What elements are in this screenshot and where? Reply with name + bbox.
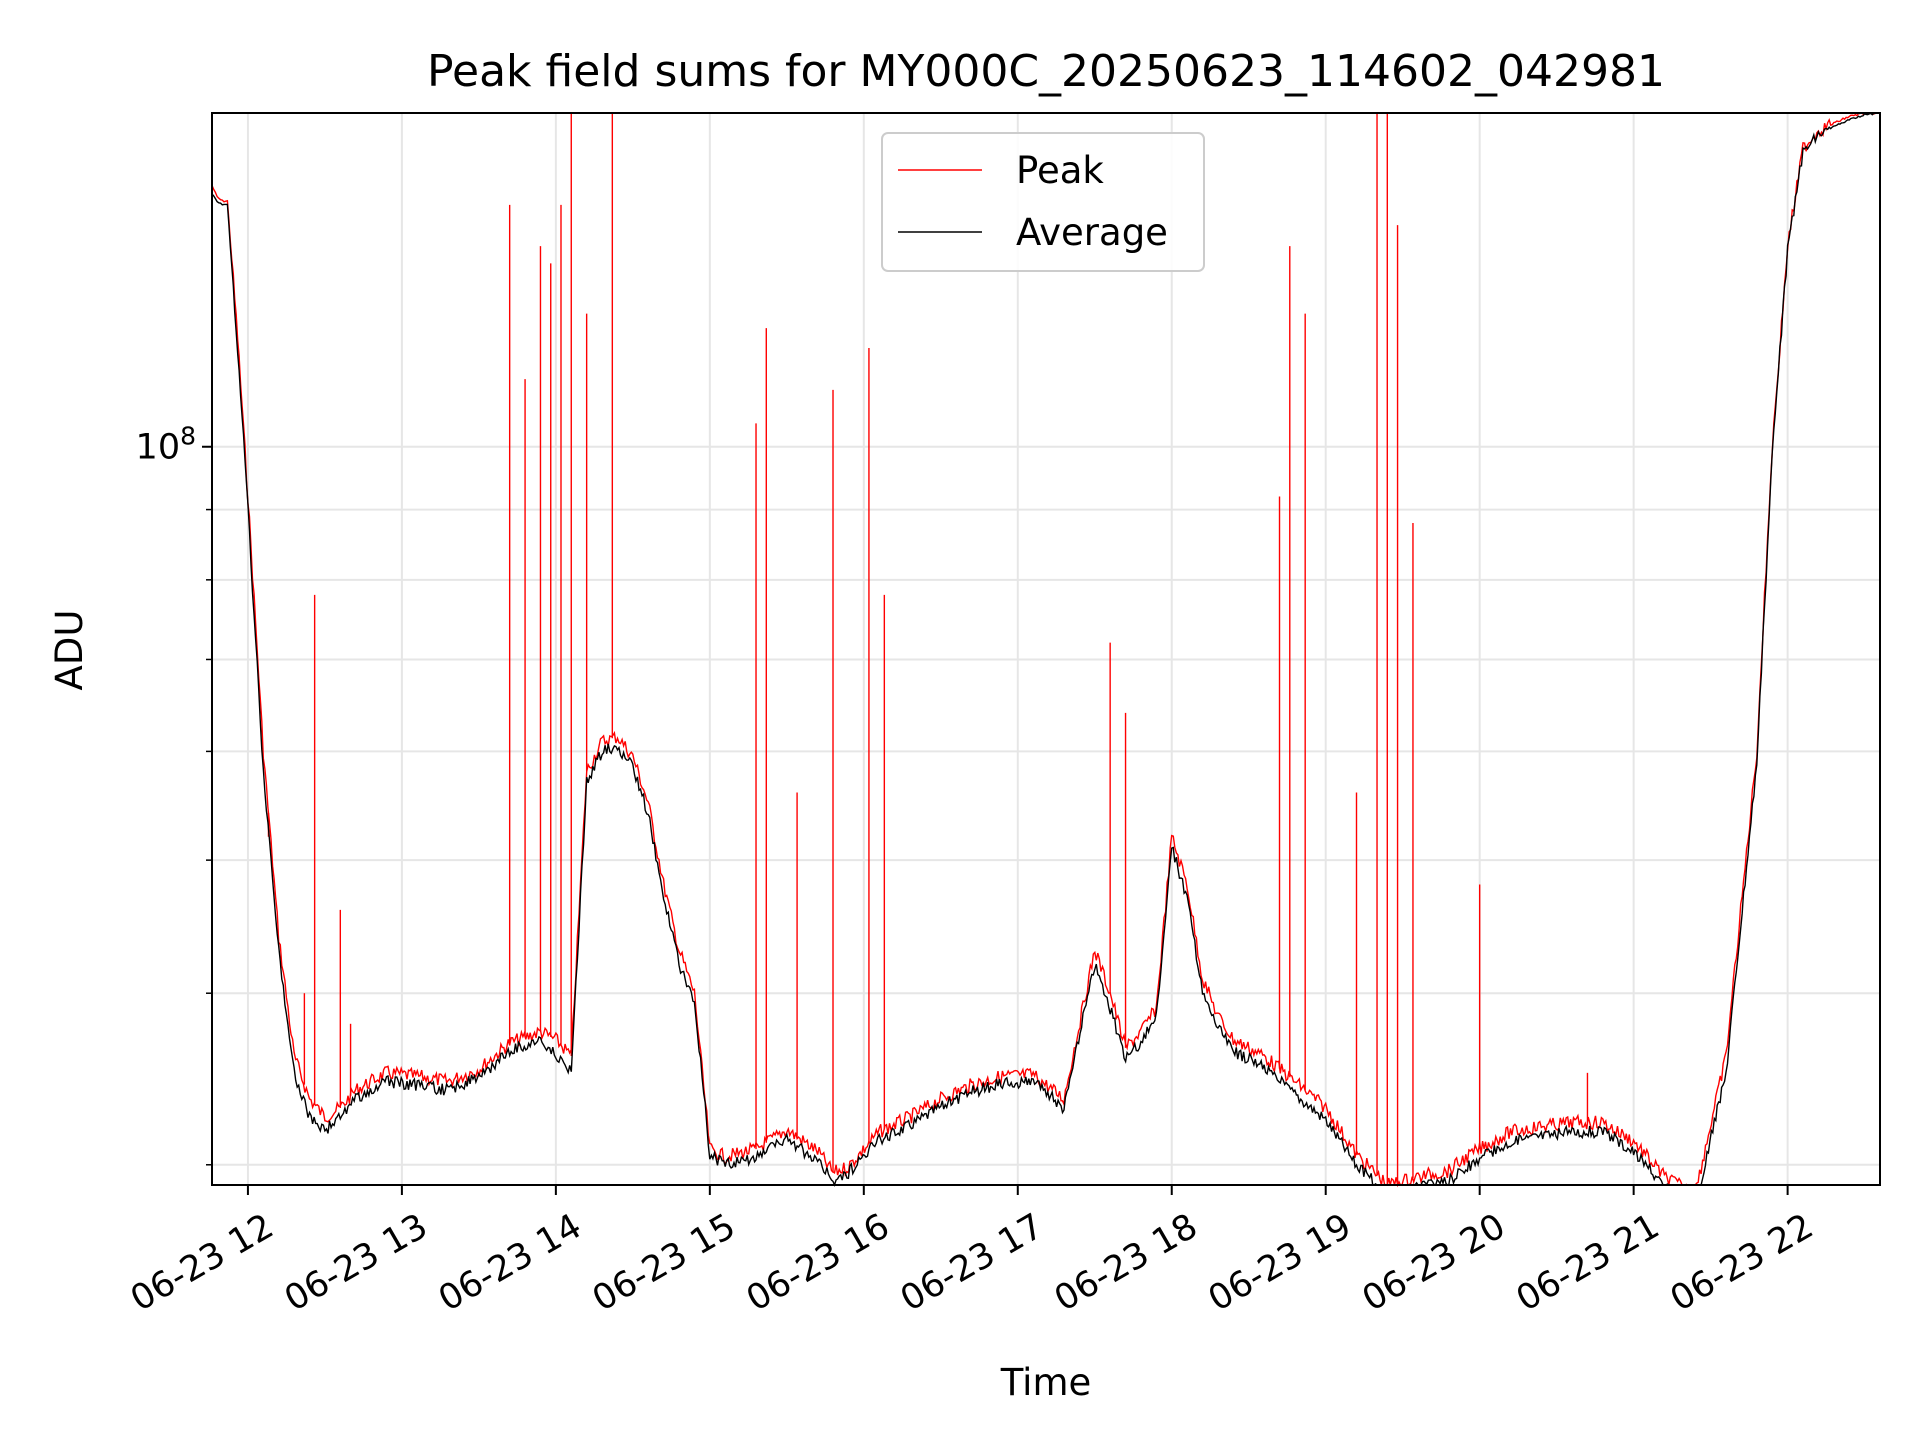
x-axis-title: Time xyxy=(1000,1361,1092,1404)
x-tick-label: 06-23 15 xyxy=(586,1206,742,1319)
x-tick-label: 06-23 14 xyxy=(432,1206,588,1319)
legend-box xyxy=(881,132,1205,272)
chart-title: Peak field sums for MY000C_20250623_1146… xyxy=(427,46,1665,97)
plot-frame xyxy=(211,112,1881,1186)
series-lines xyxy=(211,112,1880,1188)
x-tick-label: 06-23 12 xyxy=(124,1206,280,1319)
x-tick-label: 06-23 16 xyxy=(740,1206,896,1319)
x-tick-label: 06-23 21 xyxy=(1510,1206,1666,1319)
y-axis-title: ADU xyxy=(48,610,91,691)
series-line-peak xyxy=(211,112,1880,1188)
x-tick-label: 06-23 13 xyxy=(278,1206,434,1319)
grid-lines xyxy=(212,113,1880,1185)
peak-spikes xyxy=(267,113,1589,1185)
legend: Peak Average xyxy=(881,132,1205,272)
x-tick-label: 06-23 20 xyxy=(1356,1206,1512,1319)
x-tick-label: 06-23 17 xyxy=(894,1206,1050,1319)
y-axis-ticks: 108 xyxy=(136,422,212,1166)
legend-label-peak: Peak xyxy=(1016,149,1104,192)
series-line-average xyxy=(211,112,1880,1188)
y-tick-label: 108 xyxy=(136,422,196,468)
x-tick-label: 06-23 22 xyxy=(1664,1206,1820,1319)
x-tick-label: 06-23 18 xyxy=(1048,1206,1204,1319)
x-tick-label: 06-23 19 xyxy=(1202,1206,1358,1319)
legend-label-average: Average xyxy=(1016,211,1168,254)
